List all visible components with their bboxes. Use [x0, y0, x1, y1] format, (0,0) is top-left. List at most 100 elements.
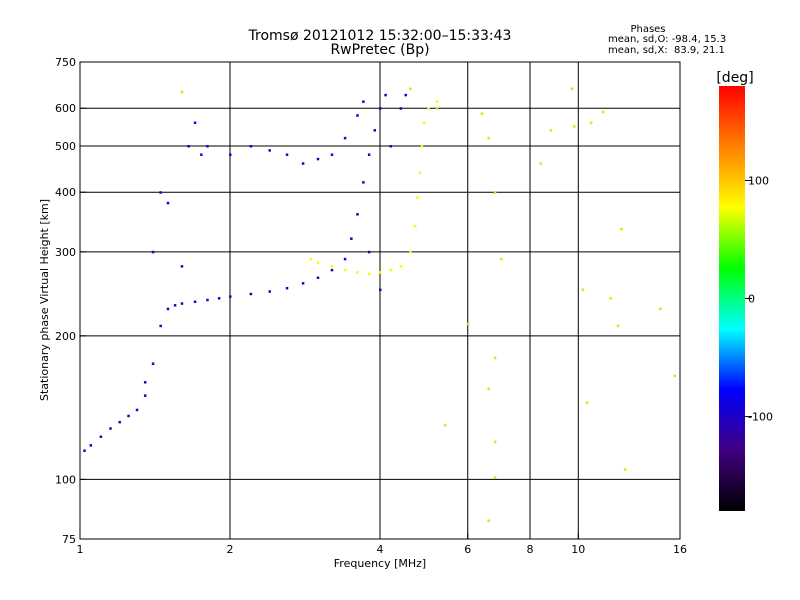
data-point-O-trace [316, 276, 320, 280]
data-point-scatter-noise [435, 107, 439, 110]
data-point-O-trace [109, 427, 112, 430]
data-point-O-spread [389, 144, 393, 148]
chart-title: Tromsø 20121012 15:32:00–15:33:43 [248, 28, 512, 44]
data-point-O-trace [379, 107, 382, 110]
data-point-X-trace [427, 107, 430, 110]
data-point-O-spread [404, 93, 407, 97]
data-point-scatter-noise [443, 424, 447, 427]
y-tick-label: 600 [55, 102, 76, 115]
y-tick-label: 750 [55, 56, 76, 69]
data-point-O-trace [356, 213, 359, 216]
data-point-O-trace [151, 362, 155, 365]
data-point-O-trace [343, 257, 347, 261]
y-tick-label: 100 [55, 473, 76, 486]
data-point-X-trace [367, 272, 371, 276]
data-point-O-trace [143, 394, 147, 397]
data-point-O-trace [373, 129, 377, 132]
data-point-O-spread [367, 250, 371, 254]
data-point-scatter-noise [616, 324, 620, 328]
data-point-scatter-noise [493, 476, 497, 479]
data-point-scatter-noise [480, 112, 484, 115]
colorbar-ticks: 100 0 -100 [745, 174, 773, 424]
y-tick-label: 400 [55, 186, 76, 199]
y-axis-label: Stationary phase Virtual Height [km] [38, 199, 51, 401]
data-point-O-spread [200, 153, 203, 156]
data-point-O-spread [166, 201, 170, 205]
data-point-O-spread [249, 144, 253, 148]
colorbar-gradient [719, 86, 745, 511]
data-point-O-trace [217, 297, 221, 300]
data-point-O-trace [89, 444, 93, 447]
data-point-O-trace [159, 324, 162, 328]
colorbar-tick-label: 100 [748, 174, 769, 187]
colorbar-label: [deg] [716, 70, 753, 86]
data-point-O-trace [285, 286, 289, 290]
data-point-scatter-noise [673, 374, 677, 378]
x-tick-label: 8 [527, 543, 534, 556]
data-point-O-spread [356, 114, 359, 117]
data-point-O-spread [159, 191, 162, 194]
data-point-O-trace [301, 282, 305, 285]
data-point-O-spread [229, 153, 232, 156]
data-point-O-spread [316, 157, 320, 161]
data-point-X-trace [435, 100, 439, 103]
data-point-scatter-noise [585, 401, 589, 404]
data-point-O-spread [330, 153, 334, 156]
data-point-X-trace [409, 250, 412, 254]
data-point-O-spread [362, 100, 365, 103]
y-tick-label: 300 [55, 246, 76, 259]
data-point-O-spread [399, 107, 403, 110]
data-point-X-trace [379, 271, 382, 274]
data-point-O-spread [379, 288, 382, 292]
x-tick-label: 6 [464, 543, 471, 556]
data-point-O-trace [268, 290, 271, 293]
data-point-O-trace [193, 300, 197, 304]
data-point-X-trace [416, 196, 419, 199]
x-tick-label: 2 [227, 543, 234, 556]
data-point-scatter-noise [570, 87, 574, 90]
data-point-scatter-noise [659, 307, 662, 311]
data-point-O-spread [206, 144, 209, 148]
data-point-O-trace [330, 268, 334, 272]
x-tick-label: 10 [571, 543, 585, 556]
data-point-scatter-noise [620, 227, 623, 231]
x-tick-label: 4 [377, 543, 384, 556]
data-point-scatter-noise [500, 257, 503, 261]
data-point-scatter-noise [466, 322, 470, 326]
data-point-X-trace [343, 268, 347, 272]
data-point-O-trace [83, 449, 86, 452]
data-point-scatter-noise [487, 519, 490, 523]
data-point-O-trace [206, 298, 209, 302]
data-point-O-trace [166, 307, 170, 311]
data-point-scatter-noise [493, 191, 497, 194]
x-axis: 1 2 4 6 8 10 16 [77, 533, 687, 556]
data-point-O-spread [301, 162, 305, 165]
data-point-X-trace [330, 265, 334, 268]
data-point-scatter-noise [572, 125, 576, 128]
data-point-scatter-noise [493, 356, 497, 360]
colorbar-tick-label: -100 [748, 411, 773, 424]
data-point-X-trace [309, 257, 312, 261]
x-tick-label: 1 [77, 543, 84, 556]
x-axis-label: Frequency [MHz] [334, 557, 426, 570]
data-point-X-trace [422, 121, 426, 125]
data-point-scatter-noise [601, 110, 605, 114]
data-point-O-trace [135, 408, 139, 412]
data-point-scatter-noise [589, 121, 593, 125]
x-tick-label: 16 [673, 543, 687, 556]
data-point-O-trace [249, 292, 253, 296]
data-point-O-spread [343, 136, 347, 140]
data-point-scatter-noise [409, 87, 412, 90]
phase-summary: Phases mean, sd,O: -98.4, 15.3 mean, sd,… [608, 24, 726, 56]
data-point-O-spread [187, 144, 190, 148]
data-point-X-trace [316, 261, 320, 264]
data-point-O-trace [362, 181, 365, 184]
colorbar-tick-label: 0 [748, 293, 755, 306]
data-point-O-trace [350, 237, 353, 240]
data-point-O-trace [127, 414, 130, 418]
data-point-scatter-noise [180, 90, 184, 94]
y-tick-label: 200 [55, 330, 76, 343]
y-tick-label: 500 [55, 140, 76, 153]
plot-area [79, 61, 681, 540]
data-point-O-spread [268, 149, 271, 152]
